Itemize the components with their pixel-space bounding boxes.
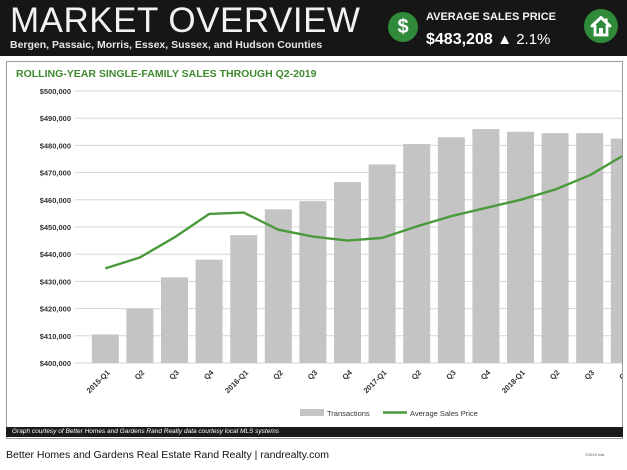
x-tick-label: Q3 xyxy=(583,368,596,381)
x-axis-ticks: 2015-Q1 Q2 Q3 Q4 2016-Q1 Q2 Q3 Q4 2017-Q1 Q2 Q3 Q4 2… xyxy=(85,367,627,395)
x-tick-label: Q2 xyxy=(410,368,423,381)
average-price-value: $483,208 ▲ 2.1% xyxy=(426,31,550,49)
transaction-bar xyxy=(437,137,465,363)
page-title: MARKET OVERVIEW xyxy=(10,1,361,40)
average-price-label: AVERAGE SALES PRICE xyxy=(426,11,556,23)
transaction-bar xyxy=(161,277,188,363)
chart-title: ROLLING-YEAR SINGLE-FAMILY SALES THROUGH… xyxy=(16,68,317,80)
transaction-bar xyxy=(264,209,292,363)
x-tick-label: Q4 xyxy=(340,367,354,381)
x-tick-label: 2018-Q1 xyxy=(500,368,527,395)
house-icon xyxy=(584,9,618,43)
x-tick-label: 2016-Q1 xyxy=(223,368,250,395)
price-line xyxy=(104,155,623,270)
x-tick-label: 2017-Q1 xyxy=(362,368,389,395)
x-tick-label: Q2 xyxy=(548,368,561,381)
x-tick-label: Q2 xyxy=(133,368,146,381)
y-tick-label: $490,000 xyxy=(40,114,71,123)
transaction-bar xyxy=(541,133,569,363)
house-icon-graphic xyxy=(590,16,612,37)
average-price-line xyxy=(104,155,623,270)
y-tick-label: $440,000 xyxy=(40,250,71,259)
header-banner: MARKET OVERVIEW Bergen, Passaic, Morris,… xyxy=(0,0,627,56)
y-axis-ticks: $400,000 $410,000 $420,000 $430,000 $440,000… xyxy=(40,87,71,368)
transaction-bar xyxy=(299,201,327,363)
copyright-text: ©2019 Inst xyxy=(585,452,605,457)
chart-frame: ROLLING-YEAR SINGLE-FAMILY SALES THROUGH… xyxy=(6,61,627,439)
footnote-bar xyxy=(6,427,623,437)
legend-label-transactions: Transactions xyxy=(327,409,370,418)
transaction-bar xyxy=(576,133,604,363)
transaction-bar xyxy=(368,164,396,363)
y-tick-label: $480,000 xyxy=(40,141,71,150)
transaction-bar xyxy=(610,138,627,363)
x-tick-label: Q3 xyxy=(167,368,180,381)
sales-chart: ROLLING-YEAR SINGLE-FAMILY SALES THROUGH… xyxy=(16,68,627,418)
transaction-bar xyxy=(195,259,223,363)
transaction-bar xyxy=(334,182,361,363)
transaction-bar xyxy=(472,129,500,363)
x-tick-label: Q4 xyxy=(617,367,622,381)
transaction-bar xyxy=(91,334,119,363)
x-tick-label: Q3 xyxy=(444,368,457,381)
x-tick-label: 2015-Q1 xyxy=(85,368,112,395)
legend-swatch-transactions xyxy=(300,409,324,416)
footer-text: Better Homes and Gardens Real Estate Ran… xyxy=(6,449,329,461)
average-price-amount: $483,208 xyxy=(426,31,493,48)
page-subtitle: Bergen, Passaic, Morris, Essex, Sussex, … xyxy=(10,39,323,51)
legend-label-average-price: Average Sales Price xyxy=(410,409,478,418)
y-tick-label: $400,000 xyxy=(40,359,71,368)
footnote-text: Graph courtesy of Better Homes and Garde… xyxy=(12,428,279,435)
x-tick-label: Q3 xyxy=(306,368,319,381)
chart-legend: Transactions Average Sales Price xyxy=(300,409,478,418)
average-price-change: ▲ 2.1% xyxy=(497,31,551,48)
x-tick-label: Q2 xyxy=(271,368,284,381)
y-tick-label: $410,000 xyxy=(40,332,71,341)
y-tick-label: $450,000 xyxy=(40,223,71,232)
y-tick-label: $460,000 xyxy=(40,196,71,205)
dollar-icon: $ xyxy=(388,12,418,42)
transaction-bar xyxy=(126,308,154,363)
transaction-bar xyxy=(230,235,258,363)
y-tick-label: $420,000 xyxy=(40,305,71,314)
y-tick-label: $430,000 xyxy=(40,277,71,286)
y-tick-label: $500,000 xyxy=(40,87,71,96)
transaction-bars xyxy=(91,129,627,363)
x-tick-label: Q4 xyxy=(202,367,216,381)
x-tick-label: Q4 xyxy=(479,367,493,381)
y-tick-label: $470,000 xyxy=(40,169,71,178)
transaction-bar xyxy=(507,131,534,363)
transaction-bar xyxy=(403,144,431,363)
